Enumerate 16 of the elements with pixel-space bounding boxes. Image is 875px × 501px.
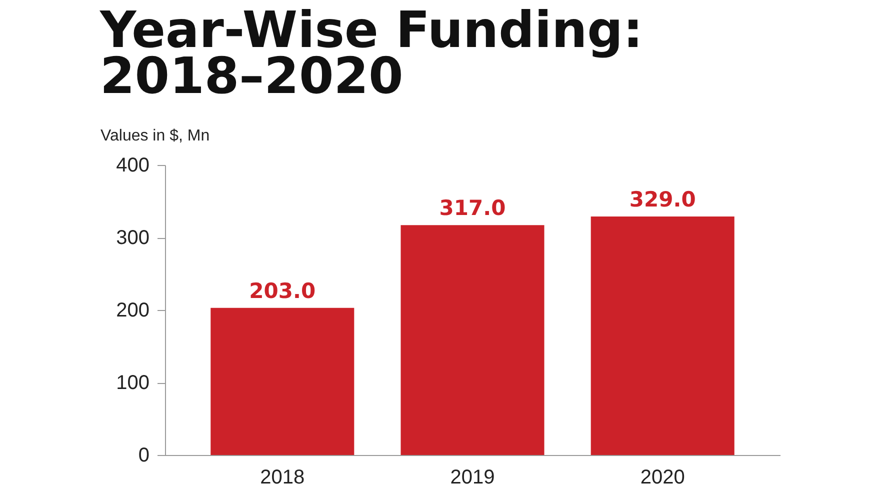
data-label: 329.0	[629, 187, 696, 212]
bar	[590, 216, 734, 455]
y-tick-label: 200	[116, 300, 150, 322]
y-axis-title: Values in $, Mn	[100, 128, 210, 144]
x-tick-label: 2019	[450, 466, 495, 488]
data-label: 203.0	[249, 278, 316, 303]
y-tick-label: 300	[116, 227, 150, 249]
bar	[400, 225, 544, 455]
chart-title: Year-Wise Funding: 2018–2020	[99, 1, 643, 105]
y-tick-label: 400	[116, 154, 150, 176]
data-label: 317.0	[439, 196, 506, 220]
y-tick-label: 100	[116, 372, 150, 394]
x-tick-label: 2020	[640, 466, 685, 488]
x-tick-label: 2018	[260, 466, 305, 488]
y-tick-label: 0	[138, 444, 150, 466]
bar	[210, 308, 354, 455]
